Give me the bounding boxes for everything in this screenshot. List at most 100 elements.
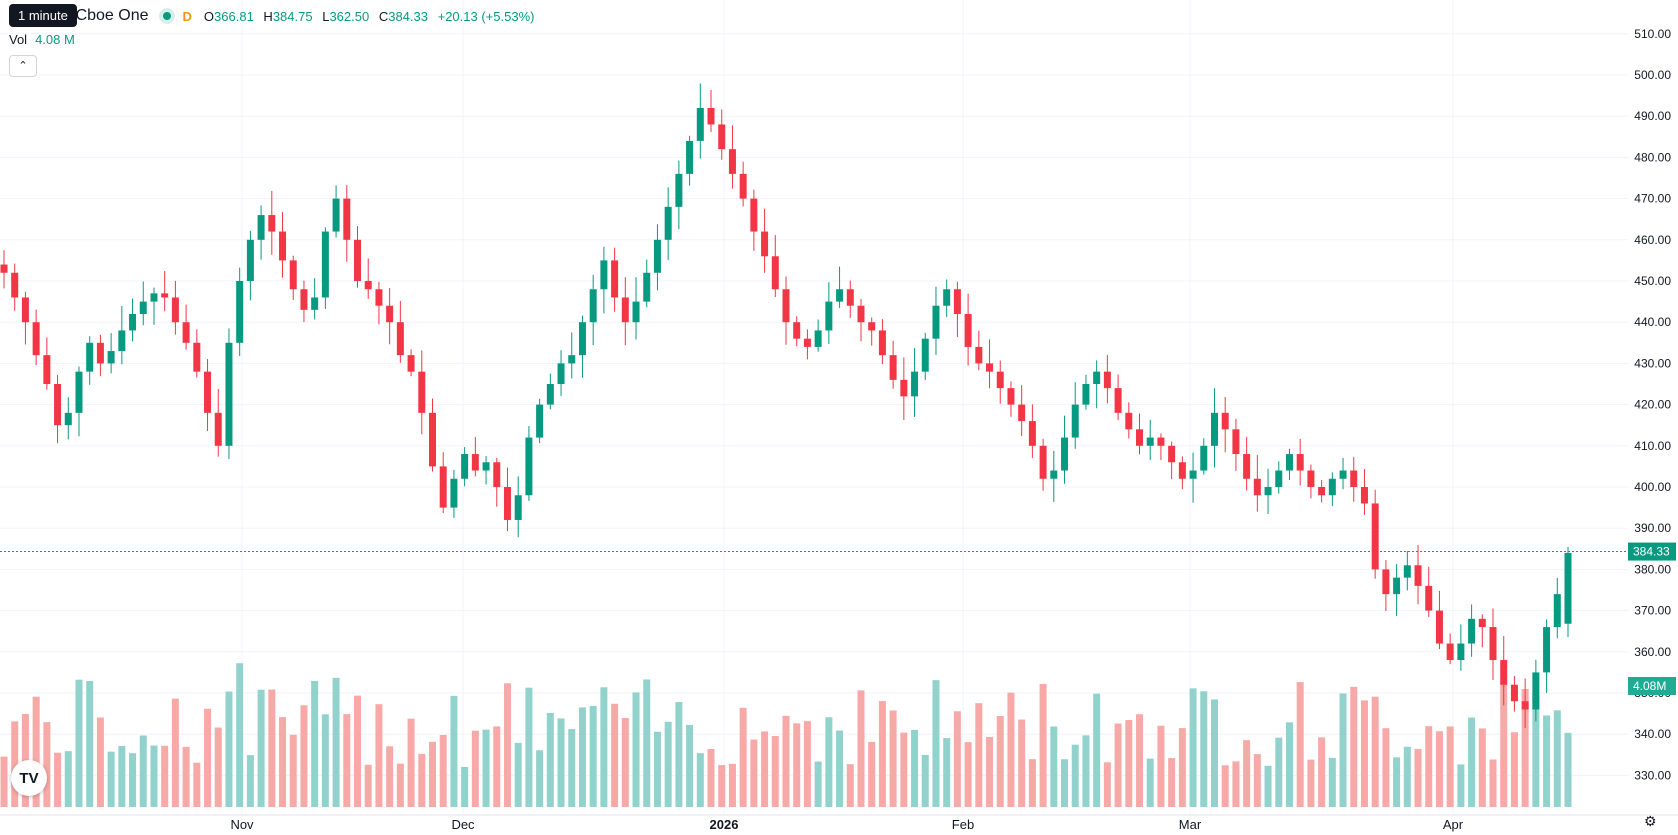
candle-body bbox=[1489, 627, 1497, 661]
volume-bar bbox=[311, 680, 319, 807]
candle-body bbox=[632, 301, 640, 323]
gear-icon[interactable]: ⚙ bbox=[1644, 813, 1657, 829]
candle-body bbox=[43, 355, 51, 384]
candle-body bbox=[1296, 454, 1304, 471]
volume-bar bbox=[525, 687, 533, 807]
candle-body bbox=[343, 198, 351, 240]
volume-bar bbox=[911, 729, 919, 807]
candle-body bbox=[75, 371, 83, 413]
volume-bar bbox=[782, 715, 790, 807]
candle-body bbox=[653, 239, 661, 273]
volume-bar bbox=[375, 704, 383, 807]
close-value: 384.33 bbox=[388, 8, 428, 24]
candle-body bbox=[793, 322, 801, 339]
volume-bar bbox=[825, 717, 833, 807]
y-tick-label: 420.00 bbox=[1634, 398, 1671, 412]
volume-bar bbox=[1510, 732, 1518, 807]
candle-body bbox=[803, 338, 811, 347]
volume-bar bbox=[1360, 700, 1368, 807]
candle-body bbox=[771, 256, 779, 290]
candle-body bbox=[375, 289, 383, 306]
candle-body bbox=[1136, 429, 1144, 446]
volume-bar bbox=[664, 721, 672, 807]
candle-body bbox=[354, 239, 362, 281]
candle-body bbox=[739, 173, 747, 199]
candle-body bbox=[1510, 684, 1518, 702]
volume-bar bbox=[1457, 764, 1465, 807]
candle-body bbox=[32, 322, 40, 356]
candlesticks bbox=[0, 83, 1572, 728]
volume-bar bbox=[1318, 737, 1326, 807]
volume-bar bbox=[739, 707, 747, 807]
candle-body bbox=[118, 330, 126, 352]
volume-bar bbox=[1103, 762, 1111, 807]
y-tick-label: 330.00 bbox=[1634, 768, 1671, 782]
candle-body bbox=[932, 305, 940, 339]
candle-body bbox=[246, 239, 254, 281]
candle-body bbox=[107, 351, 115, 364]
candle-body bbox=[461, 454, 469, 479]
volume-bar bbox=[1093, 693, 1101, 807]
volume-bar bbox=[1039, 683, 1047, 807]
logo[interactable]: TV bbox=[11, 760, 47, 796]
candle-body bbox=[868, 322, 876, 331]
volume-bar bbox=[1157, 725, 1165, 807]
volume-bar bbox=[953, 711, 961, 807]
volume-bar bbox=[482, 729, 490, 807]
y-tick-label: 460.00 bbox=[1634, 233, 1671, 247]
volume-bar bbox=[118, 746, 126, 807]
candle-body bbox=[407, 355, 415, 372]
volume-bar bbox=[632, 692, 640, 807]
candle-body bbox=[1425, 585, 1433, 611]
y-tick-label: 360.00 bbox=[1634, 645, 1671, 659]
y-tick-label: 470.00 bbox=[1634, 192, 1671, 206]
candle-body bbox=[1382, 569, 1390, 595]
volume-bar bbox=[1296, 682, 1304, 807]
volume-bar bbox=[878, 701, 886, 807]
volume-bar bbox=[1243, 740, 1251, 807]
volume-bar bbox=[611, 703, 619, 807]
y-tick-label: 380.00 bbox=[1634, 562, 1671, 576]
chevron-up-icon[interactable]: ⌃ bbox=[9, 55, 37, 77]
candle-body bbox=[1457, 643, 1465, 661]
volume-bar bbox=[761, 731, 769, 807]
candle-body bbox=[1071, 404, 1079, 438]
candle-body bbox=[1500, 660, 1508, 685]
volume-bar bbox=[1028, 759, 1036, 807]
candle-body bbox=[1543, 627, 1551, 673]
volume-bar bbox=[450, 695, 458, 807]
volume-bar bbox=[600, 687, 608, 807]
volume-bar bbox=[332, 677, 340, 807]
candle-body bbox=[386, 305, 394, 323]
volume-bar bbox=[1435, 731, 1443, 807]
candle-body bbox=[1553, 594, 1561, 628]
volume-bar bbox=[150, 745, 158, 807]
candle-body bbox=[1061, 437, 1069, 471]
change-value: +20.13 (+5.53%) bbox=[437, 8, 535, 24]
volume-bar bbox=[1500, 683, 1508, 807]
volume-bar bbox=[868, 741, 876, 807]
volume-bar bbox=[439, 734, 447, 807]
volume-bar bbox=[793, 723, 801, 807]
candle-body bbox=[1253, 478, 1261, 496]
volume-bar bbox=[568, 729, 576, 807]
volume-bar bbox=[1468, 717, 1476, 807]
last-price-label: 384.33 bbox=[1633, 545, 1670, 559]
volume-bar bbox=[1478, 728, 1486, 807]
volume-bar bbox=[546, 712, 554, 807]
candle-body bbox=[86, 342, 94, 372]
candle-body bbox=[846, 289, 854, 306]
x-tick-label: Nov bbox=[230, 817, 254, 832]
y-tick-label: 340.00 bbox=[1634, 727, 1671, 741]
volume-bar bbox=[161, 745, 169, 807]
volume-bar bbox=[503, 683, 511, 807]
volume-bar bbox=[536, 750, 544, 807]
volume-bar bbox=[1264, 765, 1272, 807]
volume-bar bbox=[750, 739, 758, 807]
volume-bar bbox=[1146, 758, 1154, 807]
candle-body bbox=[921, 338, 929, 372]
high-value: 384.75 bbox=[272, 8, 313, 24]
volume-bar bbox=[718, 765, 726, 807]
candle-body bbox=[129, 313, 137, 331]
